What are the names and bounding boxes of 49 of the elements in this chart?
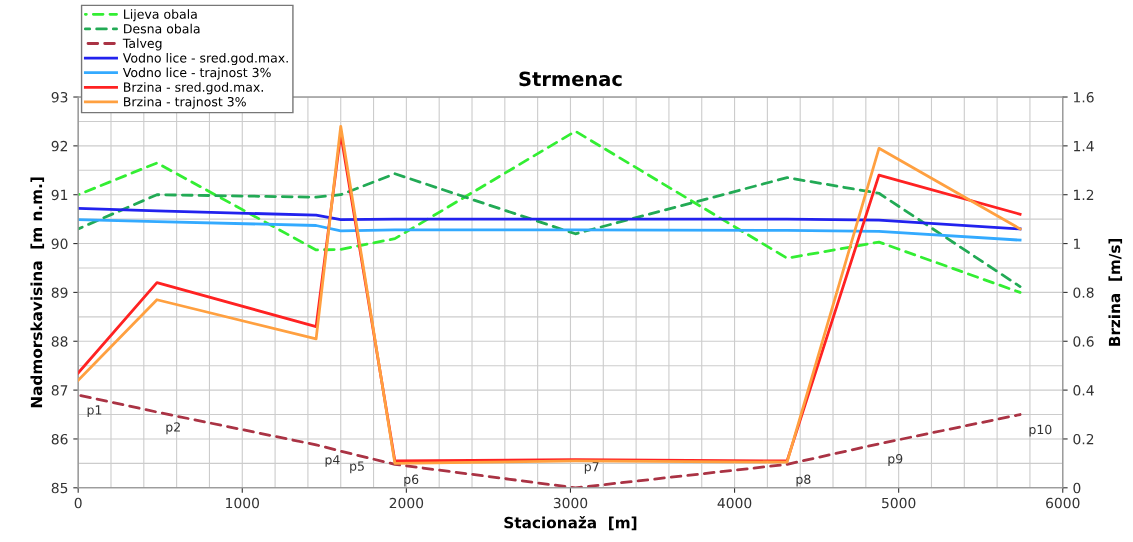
legend-label: Lijeva obala — [124, 9, 197, 22]
y2-axis-title: Brzina [m/s] — [1108, 238, 1123, 346]
y-tick-label: 86 — [51, 433, 68, 445]
y2-tick-label: 0 — [1073, 482, 1081, 494]
y2-tick-label: 1.6 — [1074, 91, 1094, 103]
x-tick-label: 1000 — [226, 497, 260, 509]
y-tick-label: 88 — [51, 336, 68, 347]
x-tick-label: 2000 — [389, 497, 424, 509]
y-tick-label: 90 — [51, 238, 68, 250]
y2-tick-label: 1 — [1074, 238, 1081, 249]
annotation: p5 — [350, 461, 364, 474]
y-tick-label: 85 — [51, 482, 68, 494]
annotation: p4 — [325, 455, 340, 467]
y2-tick-label: 0.4 — [1073, 385, 1094, 396]
legend-label: Brzina - trajnost 3% — [124, 96, 246, 109]
y2-tick-label: 0.2 — [1073, 433, 1094, 445]
y-tick-label: 87 — [51, 385, 68, 396]
line-series — [78, 393, 1022, 488]
annotation: p8 — [796, 474, 811, 487]
line-series — [78, 129, 1022, 294]
y2-tick-label: 0.8 — [1073, 287, 1094, 298]
y-tick-label: 91 — [51, 189, 68, 201]
legend-label: Talveg — [122, 38, 162, 51]
annotation: p9 — [888, 454, 903, 466]
x-tick-label: 5000 — [882, 497, 916, 509]
chart-title: Strmenac — [519, 71, 622, 87]
x-tick-label: 0 — [74, 497, 82, 509]
x-tick-label: 4000 — [717, 497, 752, 509]
y-tick-label: 89 — [51, 287, 68, 298]
x-tick-label: 6000 — [1046, 497, 1080, 509]
legend-label: Desna obala — [124, 23, 200, 34]
legend-label: Vodno lice - sred.god.max. — [122, 52, 288, 66]
line-series — [78, 218, 1022, 242]
y-tick-label: 93 — [51, 91, 68, 103]
y2-tick-label: 0.6 — [1073, 336, 1094, 347]
annotation: p6 — [404, 474, 419, 487]
y2-tick-label: 1.2 — [1074, 189, 1094, 200]
annotation: p10 — [1029, 424, 1052, 437]
y-tick-label: 92 — [51, 140, 68, 152]
annotation: p1 — [87, 405, 102, 418]
legend-label: Brzina - sred.god.max. — [124, 82, 263, 95]
x-axis-title: Stacionaža [m] — [504, 515, 637, 531]
legend-label: Vodno lice - trajnost 3% — [122, 67, 271, 80]
annotation: p7 — [584, 462, 599, 474]
y-axis-title: Nadmorskavisina [m n.m.] — [30, 177, 45, 408]
y2-tick-label: 1.4 — [1074, 141, 1094, 152]
annotation: p2 — [166, 422, 180, 435]
line-series — [78, 172, 1022, 288]
x-tick-label: 3000 — [553, 497, 588, 509]
